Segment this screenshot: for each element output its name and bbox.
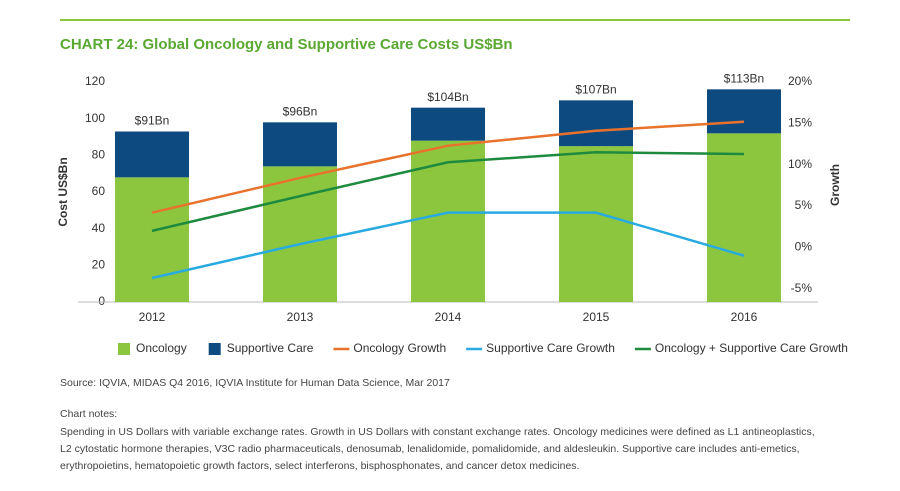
y-tick-label: 40 [92,221,106,235]
y2-tick-label: 10% [788,157,812,171]
y2-tick-label: 5% [795,198,813,212]
x-tick-label: 2012 [139,310,166,324]
legend-label: Oncology [136,341,187,355]
y-tick-label: 20 [92,258,106,272]
bar [115,177,189,302]
bar [707,89,781,134]
y-axis-title: Cost US$Bn [56,157,70,226]
y-tick-label: 0 [98,294,105,308]
y2-axis-title: Growth [828,164,842,206]
note-line: L2 cytostatic hormone therapies, V3C rad… [60,443,800,455]
bar [411,107,485,141]
legend-label: Oncology + Supportive Care Growth [655,341,848,355]
total-label: $113Bn [724,72,764,86]
line [151,211,745,280]
bar [115,131,189,178]
x-tick-label: 2015 [583,310,610,324]
bar [707,133,781,302]
legend-label: Supportive Care [227,341,314,355]
chart-title: CHART 24: Global Oncology and Supportive… [60,36,513,53]
total-label: $104Bn [427,90,468,104]
y2-tick-label: 20% [788,74,812,88]
legend-label: Oncology Growth [353,341,446,355]
bar [559,100,633,147]
x-tick-label: 2013 [287,310,314,324]
note-line: Spending in US Dollars with variable exc… [60,426,815,438]
legend-label: Supportive Care Growth [486,341,615,355]
legend-swatch [208,343,221,355]
y2-tick-label: 15% [788,116,812,130]
line [151,151,745,233]
y-tick-label: 100 [85,111,105,125]
source: Source: IQVIA, MIDAS Q4 2016, IQVIA Inst… [60,377,450,389]
notes-title: Chart notes: [60,408,117,420]
total-label: $96Bn [283,105,318,119]
bar [411,140,485,302]
y2-tick-label: 0% [795,240,813,254]
bar [263,122,337,167]
legend-swatch [118,343,130,355]
bar [263,166,337,302]
y-tick-label: 80 [92,148,106,162]
total-label: $91Bn [135,114,170,128]
y-tick-label: 60 [92,184,106,198]
y-tick-label: 120 [85,74,105,88]
y2-tick-label: -5% [791,281,813,295]
x-tick-label: 2016 [731,310,758,324]
line [151,120,745,214]
note-line: erythropoietins, hematopoietic growth fa… [60,460,579,472]
x-tick-label: 2014 [435,310,462,324]
bar [559,146,633,302]
total-label: $107Bn [575,83,616,97]
